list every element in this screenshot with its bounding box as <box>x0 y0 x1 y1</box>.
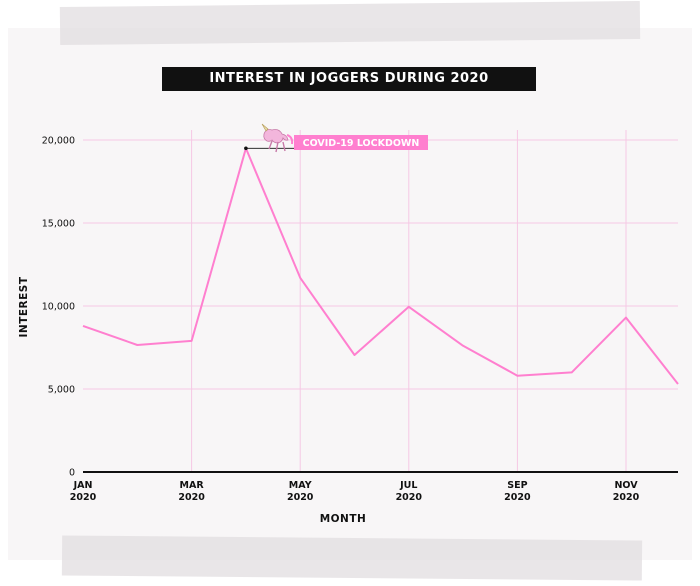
x-tick-year: 2020 <box>70 492 97 503</box>
x-axis-ticks: JAN2020MAR2020MAY2020JUL2020SEP2020NOV20… <box>70 480 640 503</box>
x-tick-month: SEP <box>507 480 527 491</box>
x-axis-label: MONTH <box>320 513 367 525</box>
annotation-covid-lockdown: COVID-19 LOCKDOWN <box>244 123 428 153</box>
x-tick-year: 2020 <box>504 492 531 503</box>
x-tick-month: JUL <box>399 480 417 491</box>
x-tick-year: 2020 <box>178 492 205 503</box>
y-axis-label: INTEREST <box>18 276 30 337</box>
x-tick-month: MAR <box>180 480 205 491</box>
unicorn-icon <box>261 123 294 153</box>
x-tick-month: JAN <box>73 480 93 491</box>
grid-layer <box>83 130 678 472</box>
y-tick-label: 15,000 <box>42 219 75 230</box>
y-tick-label: 20,000 <box>42 136 75 147</box>
y-axis-ticks: 0 5,000 10,000 15,000 20,000 <box>42 136 75 479</box>
x-tick-year: 2020 <box>396 492 423 503</box>
annotation-label: COVID-19 LOCKDOWN <box>303 138 420 149</box>
y-tick-label: 10,000 <box>42 302 75 313</box>
annotation-point <box>244 146 248 151</box>
x-tick-year: 2020 <box>287 492 314 503</box>
series-line-interest <box>82 147 679 385</box>
x-tick-year: 2020 <box>613 492 640 503</box>
x-tick-month: MAY <box>289 480 312 491</box>
y-tick-label: 0 <box>69 468 75 479</box>
y-tick-label: 5,000 <box>48 385 75 396</box>
chart-title: INTEREST IN JOGGERS DURING 2020 <box>162 67 536 91</box>
annotation-label-box <box>294 135 428 150</box>
x-tick-month: NOV <box>614 480 638 491</box>
